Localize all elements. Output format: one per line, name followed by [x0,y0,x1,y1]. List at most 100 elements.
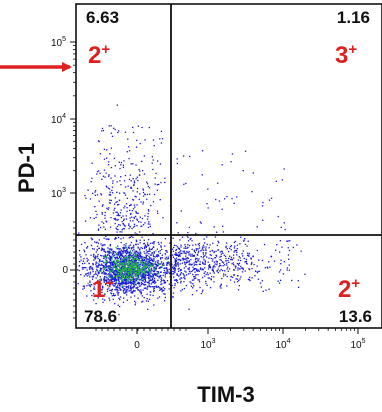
scatter-point [104,292,106,295]
scatter-point [123,249,125,251]
scatter-point [163,289,165,292]
scatter-point [121,264,123,266]
scatter-point [125,286,127,288]
scatter-point [196,268,198,270]
scatter-point [146,242,149,244]
scatter-point [157,285,160,288]
scatter-point [137,277,139,279]
scatter-point [141,277,143,279]
scatter-point [100,289,102,291]
scatter-point [263,243,266,246]
scatter-point [146,263,148,265]
scatter-point [136,258,138,260]
scatter-point [205,249,207,252]
scatter-point [162,286,164,288]
scatter-point [219,286,221,288]
scatter-point [180,272,183,274]
scatter-point [124,274,126,276]
scatter-point [98,278,101,281]
scatter-point [213,264,215,267]
scatter-point [114,128,116,131]
scatter-point [84,251,86,253]
scatter-point [118,130,120,132]
scatter-point [133,260,135,263]
scatter-point [112,182,114,184]
scatter-point [136,279,138,281]
scatter-point [146,181,148,183]
scatter-point [115,268,118,270]
scatter-point [135,260,137,262]
scatter-point [83,258,85,260]
scatter-point [156,189,158,191]
scatter-point [140,246,142,249]
scatter-point [141,271,143,273]
scatter-point [136,254,138,256]
scatter-point [224,198,226,200]
scatter-point [111,277,114,279]
scatter-point [129,265,132,267]
scatter-point [113,252,115,254]
scatter-point [126,294,128,296]
scatter-point [137,270,139,272]
scatter-point [94,206,96,208]
scatter-point [202,251,204,254]
scatter-point [106,157,108,159]
scatter-point [180,277,182,279]
scatter-point [199,286,201,289]
scatter-point [101,178,103,180]
scatter-point [138,198,140,201]
scatter-point [123,250,125,253]
scatter-point [239,259,242,262]
scatter-point [233,264,235,266]
scatter-point [180,250,182,252]
scatter-point [110,259,112,261]
scatter-point [129,226,131,228]
scatter-point [111,295,113,297]
scatter-point [125,280,127,283]
scatter-point [177,282,179,284]
scatter-point [140,268,142,271]
scatter-point [236,251,238,254]
scatter-point [110,275,112,277]
scatter-point [130,212,132,215]
scatter-point [96,270,98,272]
scatter-point [123,218,125,220]
scatter-point [144,268,147,270]
scatter-point [164,267,166,269]
scatter-point [155,266,157,268]
scatter-point [122,267,124,270]
scatter-point [164,293,166,295]
scatter-point [113,263,115,265]
scatter-point [136,258,139,260]
scatter-point [164,258,166,260]
scatter-point [146,265,148,267]
scatter-point [134,252,137,254]
scatter-point [233,257,235,259]
scatter-point [110,217,112,219]
scatter-point [174,258,176,260]
scatter-point [103,158,106,160]
scatter-point [145,258,148,260]
scatter-point [166,267,168,269]
scatter-point [106,254,109,257]
scatter-point [138,260,140,262]
scatter-point [190,285,193,287]
scatter-point [193,276,195,278]
scatter-point [193,255,195,257]
scatter-point [157,297,159,299]
scatter-point [78,269,80,272]
scatter-point [156,256,158,258]
scatter-point [135,215,137,218]
scatter-point [233,281,236,283]
scatter-point [289,240,291,242]
scatter-point [144,215,146,217]
scatter-point [101,272,104,274]
scatter-point [149,223,151,225]
scatter-point [114,279,116,281]
scatter-point [125,261,127,263]
scatter-point [117,204,119,206]
scatter-point [175,254,177,256]
scatter-point [190,264,192,266]
scatter-point [119,284,121,287]
scatter-point [167,256,169,258]
